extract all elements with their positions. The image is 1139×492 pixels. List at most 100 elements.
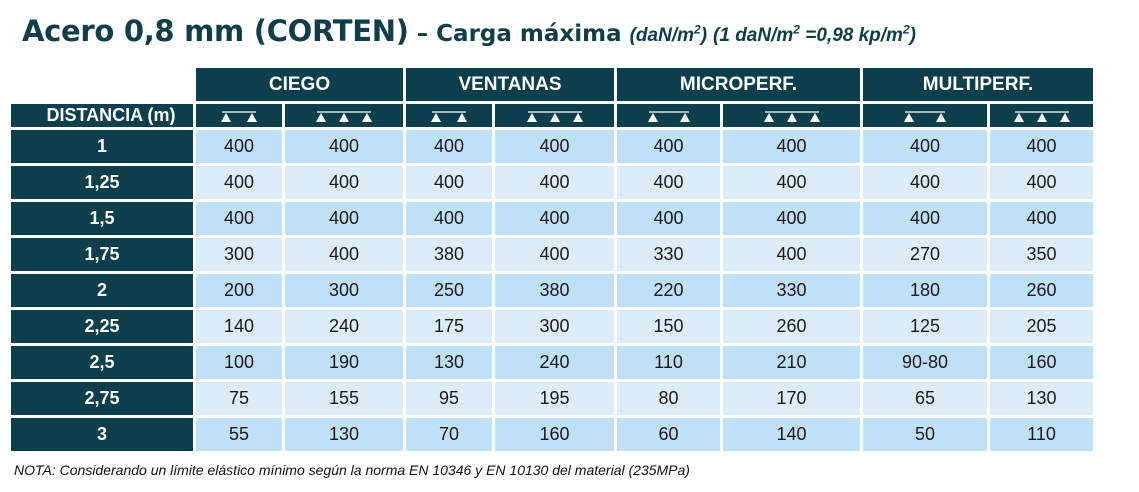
support-header-row: DISTANCIA (m) <box>11 104 1093 127</box>
load-value-cell: 260 <box>990 274 1093 307</box>
distance-cell: 2,25 <box>11 310 193 343</box>
load-value-cell: 55 <box>196 418 282 451</box>
load-value-cell: 200 <box>196 274 282 307</box>
load-value-cell: 270 <box>863 238 987 271</box>
load-value-cell: 400 <box>495 202 614 235</box>
load-value-cell: 400 <box>285 238 403 271</box>
load-value-cell: 400 <box>495 238 614 271</box>
load-value-cell: 260 <box>723 310 860 343</box>
load-value-cell: 240 <box>495 346 614 379</box>
load-value-cell: 400 <box>863 202 987 235</box>
load-value-cell: 240 <box>285 310 403 343</box>
load-value-cell: 380 <box>495 274 614 307</box>
load-value-cell: 110 <box>617 346 720 379</box>
title-main: Acero 0,8 mm (CORTEN) <box>22 14 409 48</box>
load-value-cell: 195 <box>495 382 614 415</box>
load-value-cell: 330 <box>617 238 720 271</box>
load-value-cell: 400 <box>723 238 860 271</box>
load-value-cell: 400 <box>196 130 282 163</box>
load-value-cell: 130 <box>990 382 1093 415</box>
distance-cell: 1,25 <box>11 166 193 199</box>
page-title: Acero 0,8 mm (CORTEN) – Carga máxima (da… <box>22 14 916 54</box>
table-body: 1 400 400 400 400 400 400 400 400 1,25 400 400 400 40… <box>11 130 1093 451</box>
load-value-cell: 150 <box>617 310 720 343</box>
load-value-cell: 140 <box>723 418 860 451</box>
distance-cell: 2 <box>11 274 193 307</box>
load-value-cell: 330 <box>723 274 860 307</box>
group-header-row: CIEGO VENTANAS MICROPERF. MULTIPERF. <box>11 68 1093 101</box>
distance-cell: 3 <box>11 418 193 451</box>
load-value-cell: 400 <box>495 166 614 199</box>
load-value-cell: 400 <box>723 202 860 235</box>
distance-cell: 1,5 <box>11 202 193 235</box>
three-support-icon <box>316 110 372 122</box>
load-value-cell: 70 <box>406 418 492 451</box>
table-row: 2 200 300 250 380 220 330 180 260 <box>11 274 1093 307</box>
table-row: 2,5 100 190 130 240 110 210 90-80 160 <box>11 346 1093 379</box>
table-row: 3 55 130 70 160 60 140 50 110 <box>11 418 1093 451</box>
load-value-cell: 100 <box>196 346 282 379</box>
load-value-cell: 190 <box>285 346 403 379</box>
load-value-cell: 400 <box>285 130 403 163</box>
footer-note: NOTA: Considerando un límite elástico mí… <box>14 462 690 478</box>
load-value-cell: 65 <box>863 382 987 415</box>
load-value-cell: 140 <box>196 310 282 343</box>
load-value-cell: 400 <box>617 202 720 235</box>
two-support-icon <box>904 110 946 122</box>
load-value-cell: 50 <box>863 418 987 451</box>
load-value-cell: 400 <box>863 166 987 199</box>
load-value-cell: 250 <box>406 274 492 307</box>
load-value-cell: 400 <box>723 130 860 163</box>
load-value-cell: 400 <box>723 166 860 199</box>
two-support-icon <box>221 110 257 122</box>
support-header-cell <box>990 104 1093 127</box>
load-value-cell: 160 <box>990 346 1093 379</box>
load-value-cell: 80 <box>617 382 720 415</box>
load-value-cell: 400 <box>196 166 282 199</box>
load-value-cell: 400 <box>406 166 492 199</box>
table-row: 2,75 75 155 95 195 80 170 65 130 <box>11 382 1093 415</box>
load-value-cell: 90-80 <box>863 346 987 379</box>
header-blank <box>11 68 193 101</box>
load-value-cell: 400 <box>196 202 282 235</box>
load-value-cell: 400 <box>617 130 720 163</box>
load-value-cell: 205 <box>990 310 1093 343</box>
support-header-cell <box>723 104 860 127</box>
distance-header: DISTANCIA (m) <box>11 104 193 127</box>
load-value-cell: 130 <box>406 346 492 379</box>
load-value-cell: 400 <box>990 130 1093 163</box>
group-header-multiperf: MULTIPERF. <box>863 68 1093 101</box>
load-value-cell: 110 <box>990 418 1093 451</box>
distance-cell: 1 <box>11 130 193 163</box>
load-value-cell: 400 <box>285 202 403 235</box>
group-header-microperf: MICROPERF. <box>617 68 860 101</box>
three-support-icon <box>763 110 820 122</box>
support-header-cell <box>406 104 492 127</box>
load-value-cell: 400 <box>990 166 1093 199</box>
distance-cell: 2,75 <box>11 382 193 415</box>
title-subtitle: – Carga máxima <box>416 21 622 47</box>
two-support-icon <box>431 110 467 122</box>
load-value-cell: 170 <box>723 382 860 415</box>
table-row: 1,75 300 400 380 400 330 400 270 350 <box>11 238 1093 271</box>
load-value-cell: 400 <box>863 130 987 163</box>
load-value-cell: 220 <box>617 274 720 307</box>
title-unit: (daN/m2) <box>629 22 708 46</box>
load-value-cell: 180 <box>863 274 987 307</box>
distance-cell: 2,5 <box>11 346 193 379</box>
support-header-cell <box>495 104 614 127</box>
load-value-cell: 75 <box>196 382 282 415</box>
three-support-icon <box>526 110 583 122</box>
title-conversion: (1 daN/m2 =0,98 kp/m2) <box>713 22 916 46</box>
group-header-ciego: CIEGO <box>196 68 403 101</box>
support-header-cell <box>863 104 987 127</box>
load-value-cell: 400 <box>285 166 403 199</box>
load-value-cell: 160 <box>495 418 614 451</box>
support-header-cell <box>285 104 403 127</box>
support-header-cell <box>617 104 720 127</box>
distance-cell: 1,75 <box>11 238 193 271</box>
table-row: 2,25 140 240 175 300 150 260 125 205 <box>11 310 1093 343</box>
load-value-cell: 300 <box>285 274 403 307</box>
load-value-cell: 130 <box>285 418 403 451</box>
three-support-icon <box>1013 110 1070 122</box>
